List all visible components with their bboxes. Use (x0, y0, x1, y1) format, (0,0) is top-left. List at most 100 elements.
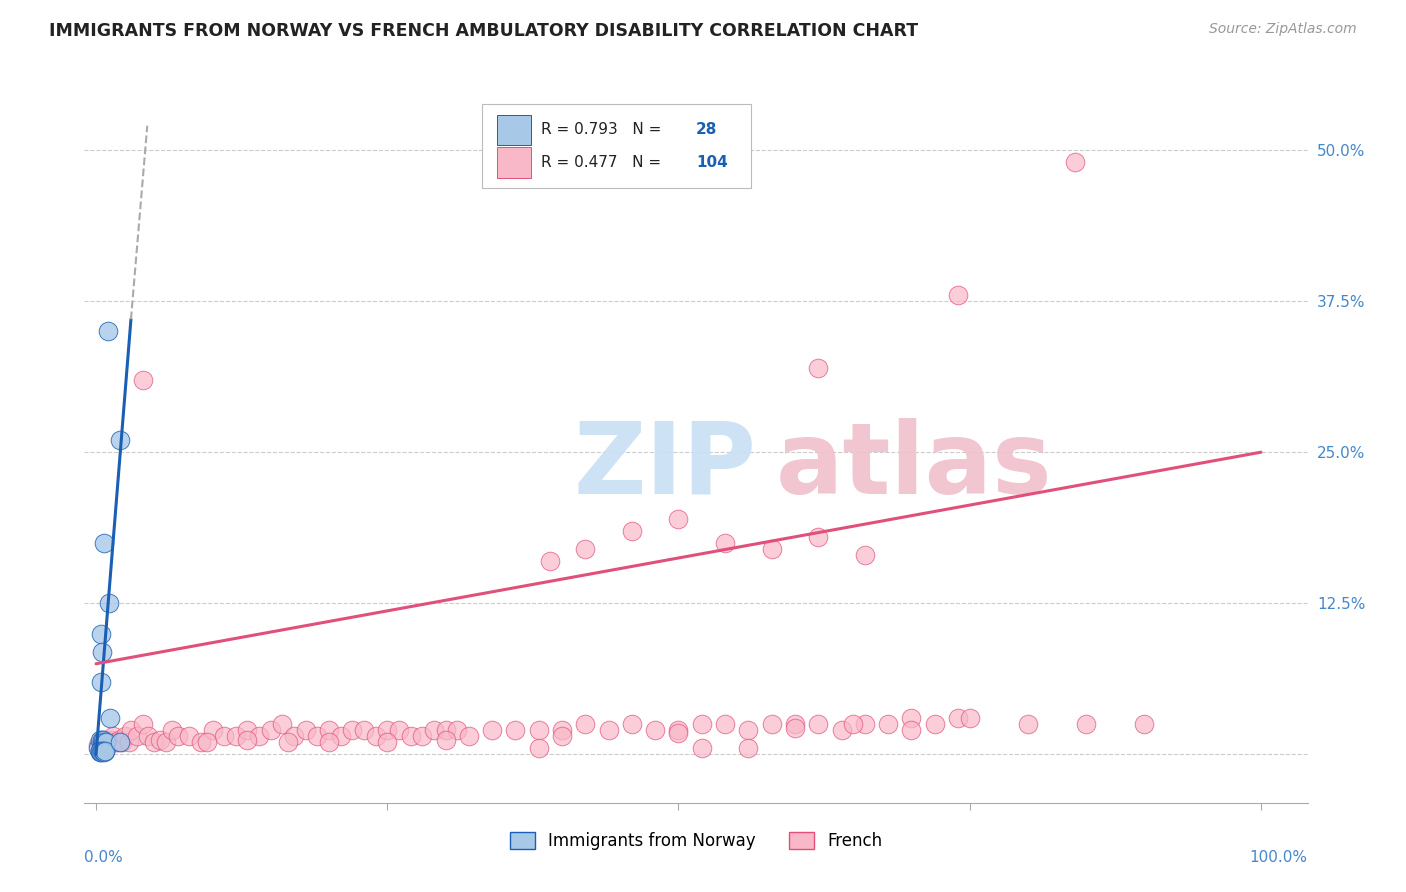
Point (318, 723, 340, 738)
Point (1133, 717, 1156, 731)
Point (527, 723, 550, 738)
Point (143, 735, 166, 749)
Point (155, 735, 177, 749)
Point (574, 541, 596, 556)
Point (89, 744, 111, 758)
Point (1076, 717, 1098, 731)
Point (114, 729, 136, 743)
Point (98, 711, 121, 725)
Point (97, 596, 120, 610)
Point (89, 733, 111, 747)
Text: Source: ZipAtlas.com: Source: ZipAtlas.com (1209, 22, 1357, 37)
Point (91, 735, 114, 749)
Point (90, 744, 112, 758)
Point (108, 733, 131, 747)
Point (411, 729, 433, 743)
Point (434, 733, 457, 747)
Point (690, 717, 713, 731)
Point (91, 735, 114, 749)
Point (90, 735, 112, 749)
Point (714, 717, 737, 731)
Point (117, 735, 139, 749)
Point (807, 360, 830, 375)
Point (89, 735, 111, 749)
Point (388, 723, 411, 738)
Point (1063, 155, 1085, 169)
Point (342, 723, 364, 738)
Point (551, 723, 574, 738)
Point (87, 741, 110, 756)
Point (100, 733, 122, 747)
Point (329, 729, 352, 743)
Point (111, 735, 134, 749)
Point (714, 536, 737, 550)
Point (89, 744, 111, 758)
Point (125, 729, 148, 743)
Point (842, 717, 865, 731)
Point (89, 745, 111, 759)
Point (946, 288, 969, 302)
Point (551, 729, 574, 743)
Point (93, 735, 115, 749)
Point (538, 554, 561, 568)
Text: 100.0%: 100.0% (1250, 850, 1308, 865)
Point (283, 729, 305, 743)
Point (90, 745, 112, 759)
Point (1017, 717, 1039, 731)
Point (364, 729, 387, 743)
Point (761, 717, 783, 731)
Point (94, 744, 117, 758)
Point (959, 711, 981, 725)
Text: R = 0.477   N =: R = 0.477 N = (541, 155, 665, 170)
Point (97, 735, 120, 749)
Point (98, 735, 121, 749)
Text: ZIP: ZIP (574, 417, 756, 515)
Text: R = 0.793   N =: R = 0.793 N = (541, 122, 666, 137)
Point (807, 717, 830, 731)
FancyBboxPatch shape (496, 114, 531, 145)
Point (90, 735, 112, 749)
Point (737, 723, 759, 738)
Point (277, 735, 299, 749)
Point (160, 723, 183, 738)
Point (457, 729, 479, 743)
Legend: Immigrants from Norway, French: Immigrants from Norway, French (503, 825, 889, 856)
Point (668, 725, 690, 739)
Point (761, 541, 783, 556)
Point (853, 717, 876, 731)
Point (94, 744, 117, 758)
Point (247, 729, 270, 743)
Point (260, 723, 283, 738)
Point (690, 741, 713, 756)
FancyBboxPatch shape (496, 147, 531, 178)
Point (318, 735, 340, 749)
Point (90, 738, 112, 752)
Point (138, 729, 160, 743)
Point (93, 536, 115, 550)
Point (375, 735, 398, 749)
Point (574, 717, 596, 731)
Point (620, 717, 643, 731)
Text: IMMIGRANTS FROM NORWAY VS FRENCH AMBULATORY DISABILITY CORRELATION CHART: IMMIGRANTS FROM NORWAY VS FRENCH AMBULAT… (49, 22, 918, 40)
Point (90, 645, 112, 659)
Point (668, 511, 690, 525)
Point (853, 548, 876, 562)
Point (668, 723, 690, 738)
Text: 104: 104 (696, 155, 728, 170)
Point (924, 717, 946, 731)
Point (201, 723, 224, 738)
Point (96, 735, 118, 749)
Point (93, 745, 115, 759)
Point (236, 723, 259, 738)
Point (527, 741, 550, 756)
Point (97, 324, 120, 338)
Text: 28: 28 (696, 122, 717, 137)
Text: 0.0%: 0.0% (84, 850, 124, 865)
Point (90, 738, 112, 752)
Point (90, 674, 112, 689)
Point (446, 723, 468, 738)
Point (900, 711, 922, 725)
Point (353, 723, 375, 738)
Point (94, 735, 117, 749)
Point (190, 735, 212, 749)
